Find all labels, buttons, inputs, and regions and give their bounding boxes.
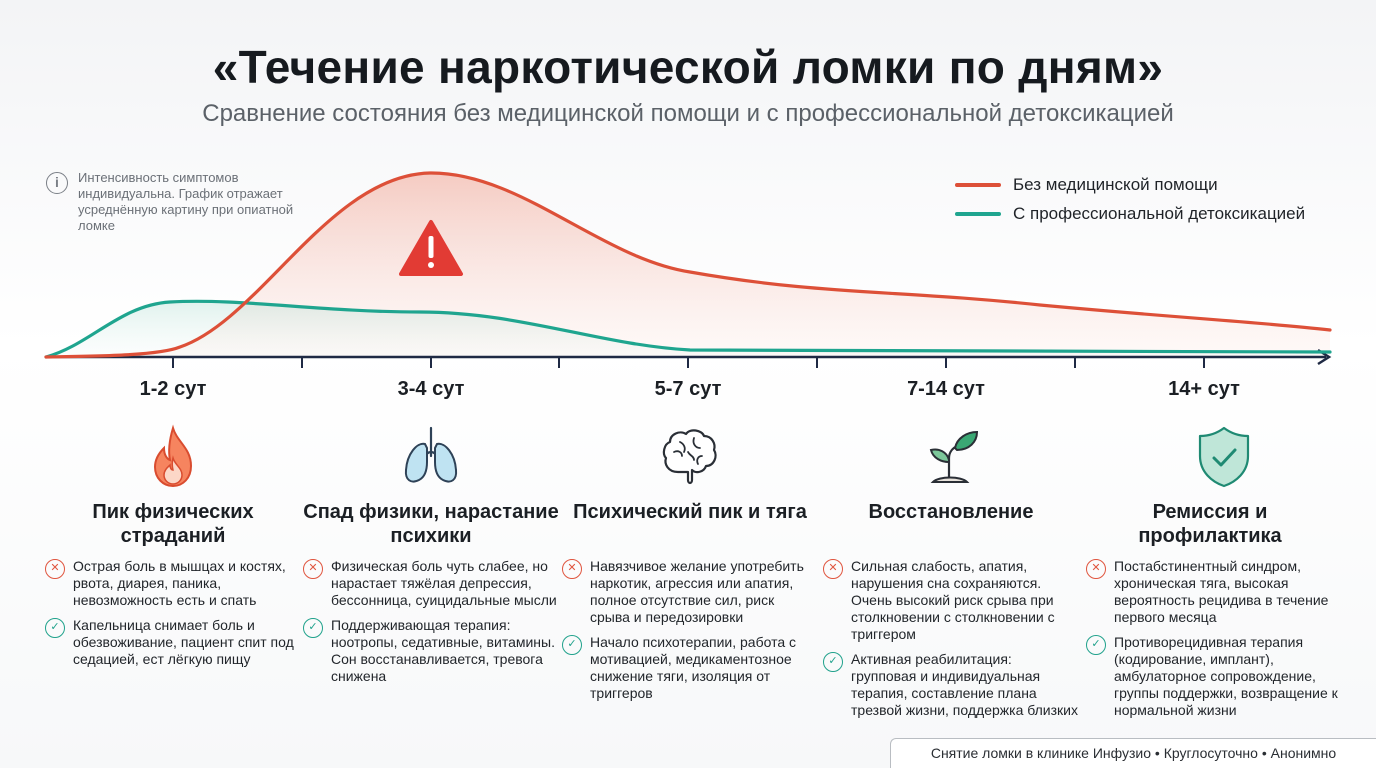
series-without-line [44,171,1332,359]
stage-card-3: Психический пик и тяга ✕ Навязчивое жела… [562,422,818,702]
stage-card-1: Пик физических страданий ✕ Острая боль в… [45,422,301,668]
stage-card-2: Спад физики, нарастание психики ✕ Физиче… [303,422,559,685]
stage-label: 3-4 сут [397,378,465,400]
stage-bad-text: Физическая боль чуть слабее, но нарастае… [331,558,557,608]
stage-item-good: ✓ Капельница снимает боль и обезвоживани… [45,617,301,668]
legend-swatch-without [955,182,1001,187]
cross-icon: ✕ [562,559,582,579]
stage-label: 7-14 сут [907,378,985,400]
stage-item-bad: ✕ Острая боль в мышцах и костях, рвота, … [45,558,301,609]
check-icon: ✓ [562,635,582,655]
stage-item-bad: ✕ Сильная слабость, апатия, нарушения сн… [823,558,1079,643]
warning-icon [399,220,463,276]
stage-good-text: Начало психотерапии, работа с мотивацией… [590,634,797,701]
stage-good-text: Капельница снимает боль и обезвоживание,… [73,617,294,667]
stage-item-bad: ✕ Постабстинентный синдром, хроническая … [1086,558,1362,626]
chart-legend: Без медицинской помощи С профессионально… [955,170,1305,228]
sprout-icon [929,430,979,483]
symptom-chart [44,171,1332,368]
check-icon: ✓ [1086,635,1106,655]
cross-icon: ✕ [1086,559,1106,579]
stage-title: Восстановление [868,501,1034,523]
stage-bad-text: Постабстинентный синдром, хроническая тя… [1114,558,1329,625]
stage-item-bad: ✕ Навязчивое желание употребить наркотик… [562,558,818,626]
stage-item-good: ✓ Противорецидивная терапия (кодирование… [1086,634,1362,719]
stage-title: Спад физики, нарастание психики [303,501,559,547]
page-title: «Течение наркотической ломки по дням» [212,41,1164,93]
check-icon: ✓ [823,652,843,672]
check-icon: ✓ [303,618,323,638]
info-note: i Интенсивность симптомов индивидуальна.… [46,170,306,234]
stage-item-good: ✓ Поддерживающая терапия: ноотропы, седа… [303,617,559,685]
legend-swatch-with [955,211,1001,216]
stage-item-good: ✓ Активная реабилитация: групповая и инд… [823,651,1079,719]
series-with-area [46,301,1330,357]
shield-check-icon [1198,426,1250,488]
cross-icon: ✕ [45,559,65,579]
stage-title: Пик физических страданий [92,501,254,547]
stage-good-text: Противорецидивная терапия (кодирование, … [1114,634,1338,718]
clinic-footer: Снятие ломки в клинике Инфузио • Круглос… [890,738,1376,768]
stage-title: Ремиссия и профилактика [1138,501,1282,547]
stage-label: 1-2 сут [139,378,207,400]
stage-item-bad: ✕ Физическая боль чуть слабее, но нараст… [303,558,559,609]
page-subtitle: Сравнение состояния без медицинской помо… [202,100,1174,127]
series-with-line [44,299,1332,359]
stage-label: 14+ сут [1168,378,1240,400]
stage-item-good: ✓ Начало психотерапии, работа с мотиваци… [562,634,818,702]
cross-icon: ✕ [823,559,843,579]
lungs-icon [404,426,458,483]
legend-item-with: С профессиональной детоксикацией [955,199,1305,228]
cross-icon: ✕ [303,559,323,579]
info-note-text: Интенсивность симптомов индивидуальна. Г… [78,170,294,233]
info-icon: i [46,172,68,194]
brain-icon [662,429,717,485]
stage-good-text: Активная реабилитация: групповая и индив… [851,651,1078,718]
stage-bad-text: Острая боль в мышцах и костях, рвота, ди… [73,558,286,608]
stage-good-text: Поддерживающая терапия: ноотропы, седати… [331,617,555,684]
flame-icon [153,424,193,488]
stage-label: 5-7 сут [654,378,722,400]
legend-item-without: Без медицинской помощи [955,170,1305,199]
stage-title: Психический пик и тяга [573,501,807,523]
stage-bad-text: Навязчивое желание употребить наркотик, … [590,558,804,625]
stage-card-5: Ремиссия и профилактика ✕ Постабстинентн… [1086,422,1362,719]
legend-label-with: С профессиональной детоксикацией [1013,203,1306,223]
legend-label-without: Без медицинской помощи [1013,174,1218,194]
check-icon: ✓ [45,618,65,638]
stage-bad-text: Сильная слабость, апатия, нарушения сна … [851,558,1055,642]
stage-card-4: Восстановление ✕ Сильная слабость, апати… [823,422,1079,719]
